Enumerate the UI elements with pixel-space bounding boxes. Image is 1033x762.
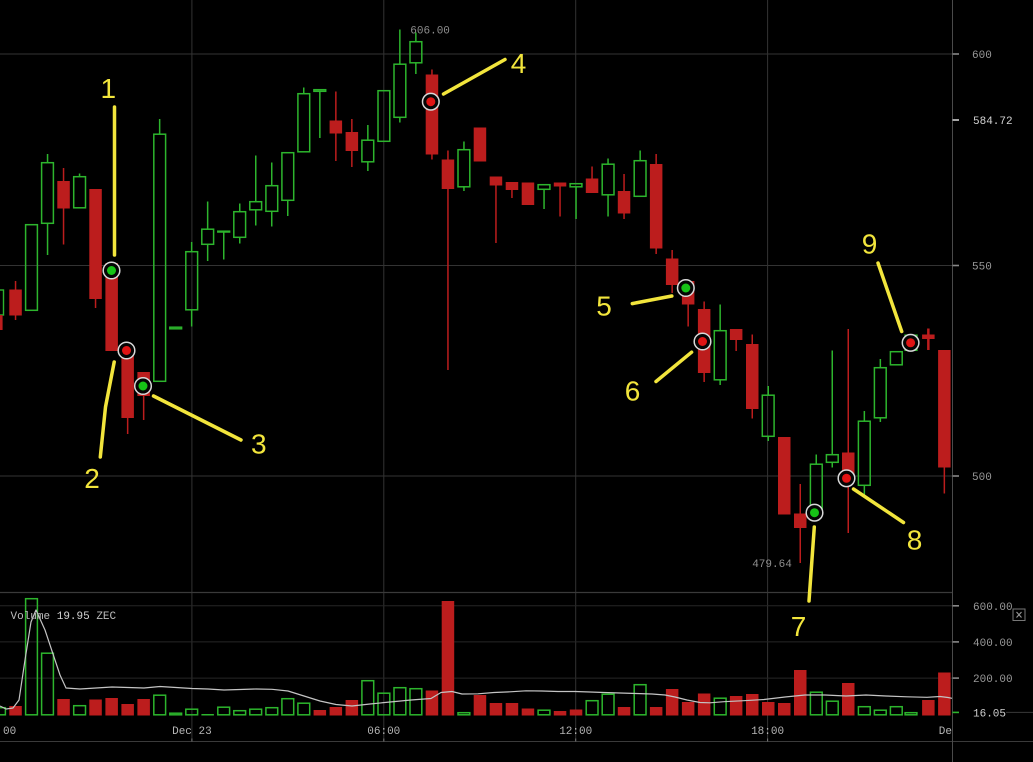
svg-text:550: 550 xyxy=(972,262,992,274)
svg-text:6: 6 xyxy=(625,376,641,407)
svg-text:12:00: 12:00 xyxy=(559,726,592,738)
svg-text:Volume 19.95 ZEC: Volume 19.95 ZEC xyxy=(11,611,117,623)
svg-text:9: 9 xyxy=(862,229,878,260)
svg-text:8: 8 xyxy=(907,525,923,556)
svg-text:16.05: 16.05 xyxy=(973,708,1006,720)
svg-text:600.00: 600.00 xyxy=(973,602,1013,614)
svg-text:200.00: 200.00 xyxy=(973,674,1013,686)
svg-text:606.00: 606.00 xyxy=(410,26,450,38)
svg-text:5: 5 xyxy=(596,291,612,322)
svg-text:400.00: 400.00 xyxy=(973,638,1013,650)
svg-text:7: 7 xyxy=(791,611,807,642)
svg-text:18:00: 18:00 xyxy=(751,726,784,738)
svg-text:1: 1 xyxy=(101,73,117,104)
svg-text:500: 500 xyxy=(972,472,992,484)
svg-text:00: 00 xyxy=(3,726,16,738)
svg-text:584.72: 584.72 xyxy=(973,116,1013,128)
svg-text:Dec 23: Dec 23 xyxy=(172,726,212,738)
svg-text:06:00: 06:00 xyxy=(367,726,400,738)
svg-text:De: De xyxy=(939,726,952,738)
svg-text:4: 4 xyxy=(511,48,527,79)
svg-text:3: 3 xyxy=(251,429,267,460)
svg-text:600: 600 xyxy=(972,50,992,62)
svg-text:479.64: 479.64 xyxy=(752,559,792,571)
svg-text:2: 2 xyxy=(84,463,100,494)
